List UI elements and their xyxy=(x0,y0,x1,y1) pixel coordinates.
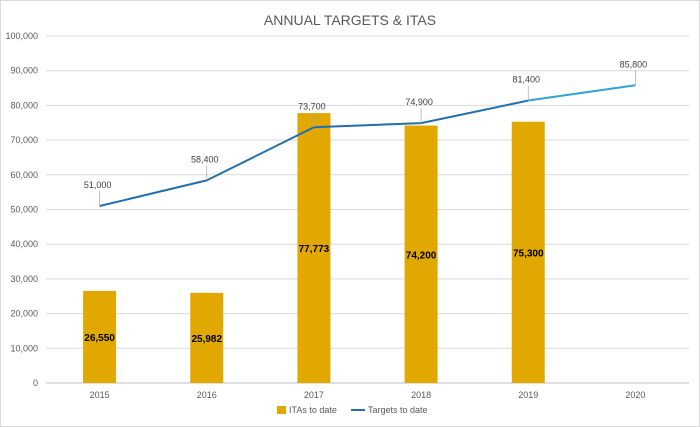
x-tick-label: 2015 xyxy=(90,390,110,400)
line-data-label: 81,400 xyxy=(512,75,540,85)
bar-data-label: 26,550 xyxy=(84,333,115,344)
chart-title: ANNUAL TARGETS & ITAS xyxy=(264,12,436,28)
x-tick-label: 2018 xyxy=(411,390,431,400)
bar xyxy=(83,290,117,383)
line-data-label: 85,800 xyxy=(620,59,648,69)
bar-series-itas: 26,550 25,982 77,773 74,200 75,300 xyxy=(83,113,545,384)
bar-data-label: 75,300 xyxy=(513,248,544,259)
line-data-label: 58,400 xyxy=(191,154,219,164)
y-tick-label: 70,000 xyxy=(10,135,38,145)
y-tick-label: 60,000 xyxy=(10,170,38,180)
line-data-label: 73,700 xyxy=(298,101,326,111)
line-series-targets: 51,000 58,400 73,700 74,900 81,400 85,800 xyxy=(84,59,648,208)
x-tick-label: 2020 xyxy=(625,390,645,400)
x-tick-label: 2016 xyxy=(197,390,217,400)
y-tick-label: 90,000 xyxy=(10,66,38,76)
y-tick-label: 50,000 xyxy=(10,205,38,215)
bar xyxy=(190,292,224,383)
legend-label-itas: ITAs to date xyxy=(289,405,337,415)
x-axis-ticks: 2015 2016 2017 2018 2019 2020 xyxy=(90,390,646,400)
y-tick-label: 40,000 xyxy=(10,239,38,249)
y-tick-label: 30,000 xyxy=(10,274,38,284)
y-tick-label: 0 xyxy=(33,378,38,388)
y-tick-label: 80,000 xyxy=(10,100,38,110)
bar xyxy=(297,113,331,384)
legend-swatch-itas xyxy=(277,406,286,414)
y-axis-ticks: 0 10,000 20,000 30,000 40,000 50,000 60,000 70,… xyxy=(5,31,38,388)
legend: ITAs to date Targets to date xyxy=(277,405,428,415)
gridlines xyxy=(46,35,689,384)
legend-label-targets: Targets to date xyxy=(368,405,428,415)
x-tick-label: 2019 xyxy=(518,390,538,400)
x-tick-label: 2017 xyxy=(304,390,324,400)
bar xyxy=(404,125,438,383)
bar xyxy=(511,121,545,384)
y-tick-label: 100,000 xyxy=(5,31,38,41)
bar-data-label: 74,200 xyxy=(406,250,437,261)
line-data-label: 51,000 xyxy=(84,180,112,190)
y-tick-label: 20,000 xyxy=(10,309,38,319)
bar-data-label: 77,773 xyxy=(299,244,330,255)
target-line-projection xyxy=(528,84,636,102)
bar-data-label: 25,982 xyxy=(191,334,222,345)
line-data-label: 74,900 xyxy=(405,97,433,107)
y-tick-label: 10,000 xyxy=(10,343,38,353)
